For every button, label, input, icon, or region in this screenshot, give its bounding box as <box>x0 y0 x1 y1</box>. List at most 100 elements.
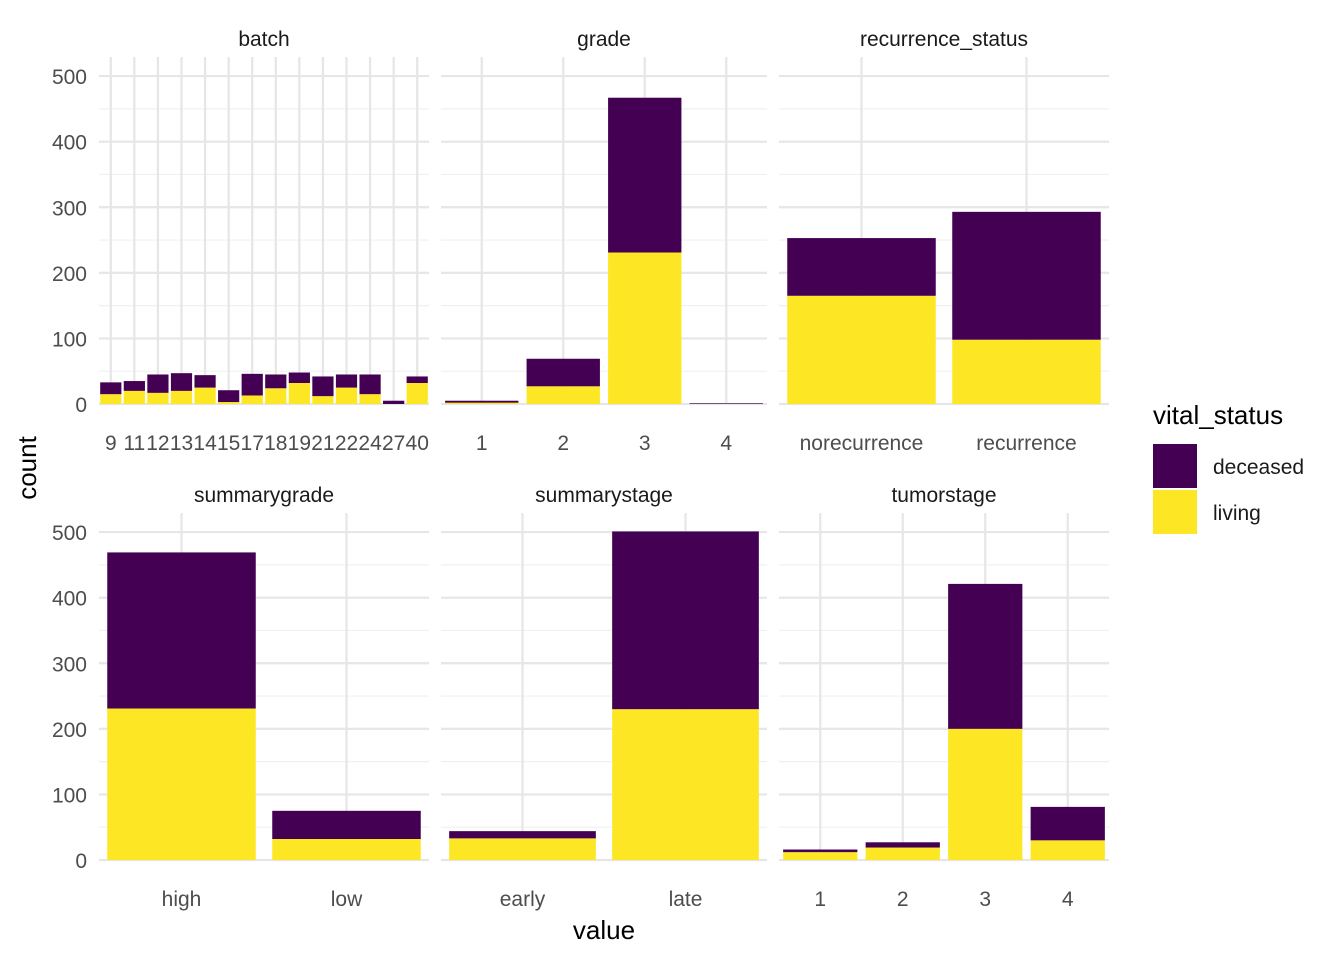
x-tick-label: 22 <box>335 432 358 455</box>
bar-living-norecurrence <box>787 295 936 404</box>
legend: vital_status deceased living <box>1153 400 1304 534</box>
bar-deceased-1 <box>445 400 519 403</box>
bar-living-3 <box>608 252 682 404</box>
x-tick-label: 17 <box>241 432 264 455</box>
bar-deceased-high <box>107 552 256 709</box>
y-tick-label: 500 <box>52 66 87 89</box>
bar-deceased-22 <box>335 374 358 388</box>
x-tick-label: 14 <box>193 432 217 455</box>
x-tick-label: 13 <box>170 432 193 455</box>
bar-deceased-2 <box>526 358 600 387</box>
bar-living-22 <box>335 387 358 404</box>
facet-grade: grade 1 2 3 4 <box>441 28 767 455</box>
bar-deceased-1 <box>783 849 858 853</box>
y-tick-label: 100 <box>52 328 87 351</box>
y-tick-label: 0 <box>75 850 87 873</box>
facet-summarystage: summarystage early late <box>441 484 767 911</box>
bar-living-11 <box>123 390 145 404</box>
legend-title: vital_status <box>1153 400 1283 430</box>
bar-deceased-late <box>612 531 759 710</box>
bar-living-high <box>107 708 256 860</box>
x-tick-label: 9 <box>105 432 117 455</box>
x-tick-label: late <box>669 888 703 911</box>
y-tick-label: 200 <box>52 719 87 742</box>
x-tick-label: 27 <box>382 432 405 455</box>
bar-deceased-17 <box>241 373 263 396</box>
bar-living-2 <box>865 847 940 860</box>
bar-deceased-2 <box>865 842 940 848</box>
facet-title: summarystage <box>535 484 673 507</box>
x-axis-title: value <box>573 915 635 945</box>
y-tick-label: 400 <box>52 588 87 611</box>
y-tick-label: 300 <box>52 653 87 676</box>
x-tick-label: low <box>331 888 363 911</box>
bar-deceased-13 <box>170 373 193 391</box>
x-tick-label: 18 <box>264 432 287 455</box>
x-tick-label: 21 <box>311 432 334 455</box>
bar-deceased-4 <box>1030 806 1105 841</box>
bar-living-21 <box>312 396 334 404</box>
x-tick-label: 4 <box>720 432 732 455</box>
bar-deceased-21 <box>312 376 334 397</box>
x-tick-label: 4 <box>1062 888 1074 911</box>
bar-living-late <box>612 709 759 860</box>
facet-summarygrade: summarygrade high low 0 100 200 300 400 500 <box>52 484 429 911</box>
bar-deceased-recurrence <box>952 211 1101 340</box>
legend-label-deceased: deceased <box>1213 456 1304 479</box>
x-tick-label: 1 <box>476 432 488 455</box>
y-tick-label: 100 <box>52 784 87 807</box>
x-tick-label: 3 <box>639 432 651 455</box>
facet-title: grade <box>577 28 631 51</box>
bar-deceased-18 <box>265 374 287 389</box>
legend-swatch-deceased <box>1153 444 1197 488</box>
facet-tumorstage: tumorstage 1 2 3 4 <box>779 484 1109 911</box>
bar-deceased-40 <box>406 376 428 384</box>
bar-living-1 <box>445 402 519 404</box>
bar-deceased-15 <box>218 390 240 403</box>
bar-living-17 <box>241 395 263 404</box>
legend-label-living: living <box>1213 502 1261 525</box>
x-tick-label: 24 <box>358 432 382 455</box>
bar-living-low <box>272 839 421 860</box>
bar-living-24 <box>359 394 381 404</box>
bar-living-recurrence <box>952 339 1101 404</box>
bar-living-13 <box>170 390 193 404</box>
x-tick-label: 2 <box>557 432 569 455</box>
facet-title: tumorstage <box>891 484 996 507</box>
bar-deceased-9 <box>100 382 122 395</box>
x-tick-label: 2 <box>897 888 909 911</box>
x-tick-label: norecurrence <box>800 432 924 455</box>
x-tick-label: early <box>500 888 546 911</box>
y-tick-label: 400 <box>52 132 87 155</box>
facet-title: summarygrade <box>194 484 334 507</box>
bar-deceased-early <box>449 831 596 839</box>
y-tick-label: 200 <box>52 263 87 286</box>
x-tick-label: 3 <box>979 888 991 911</box>
bar-deceased-3 <box>948 583 1023 729</box>
bar-living-early <box>449 838 596 860</box>
bar-deceased-low <box>272 810 421 840</box>
x-tick-label: 15 <box>217 432 240 455</box>
x-tick-label: 1 <box>814 888 826 911</box>
y-tick-label: 0 <box>75 394 87 417</box>
bar-deceased-norecurrence <box>787 238 936 296</box>
y-tick-label: 300 <box>52 197 87 220</box>
bar-deceased-4 <box>689 403 763 404</box>
bar-living-2 <box>526 386 600 404</box>
y-tick-label: 500 <box>52 522 87 545</box>
bar-deceased-19 <box>288 372 310 384</box>
bar-living-18 <box>265 388 287 404</box>
facet-title: recurrence_status <box>860 28 1028 51</box>
bar-deceased-11 <box>123 381 145 391</box>
bar-living-4 <box>1030 840 1105 860</box>
bar-living-14 <box>194 387 216 404</box>
bar-living-3 <box>948 728 1023 860</box>
x-tick-label: high <box>162 888 202 911</box>
y-axis-title: count <box>12 435 42 499</box>
x-tick-label: 11 <box>123 432 145 455</box>
bar-deceased-24 <box>359 374 381 395</box>
x-tick-label: 40 <box>406 432 429 455</box>
